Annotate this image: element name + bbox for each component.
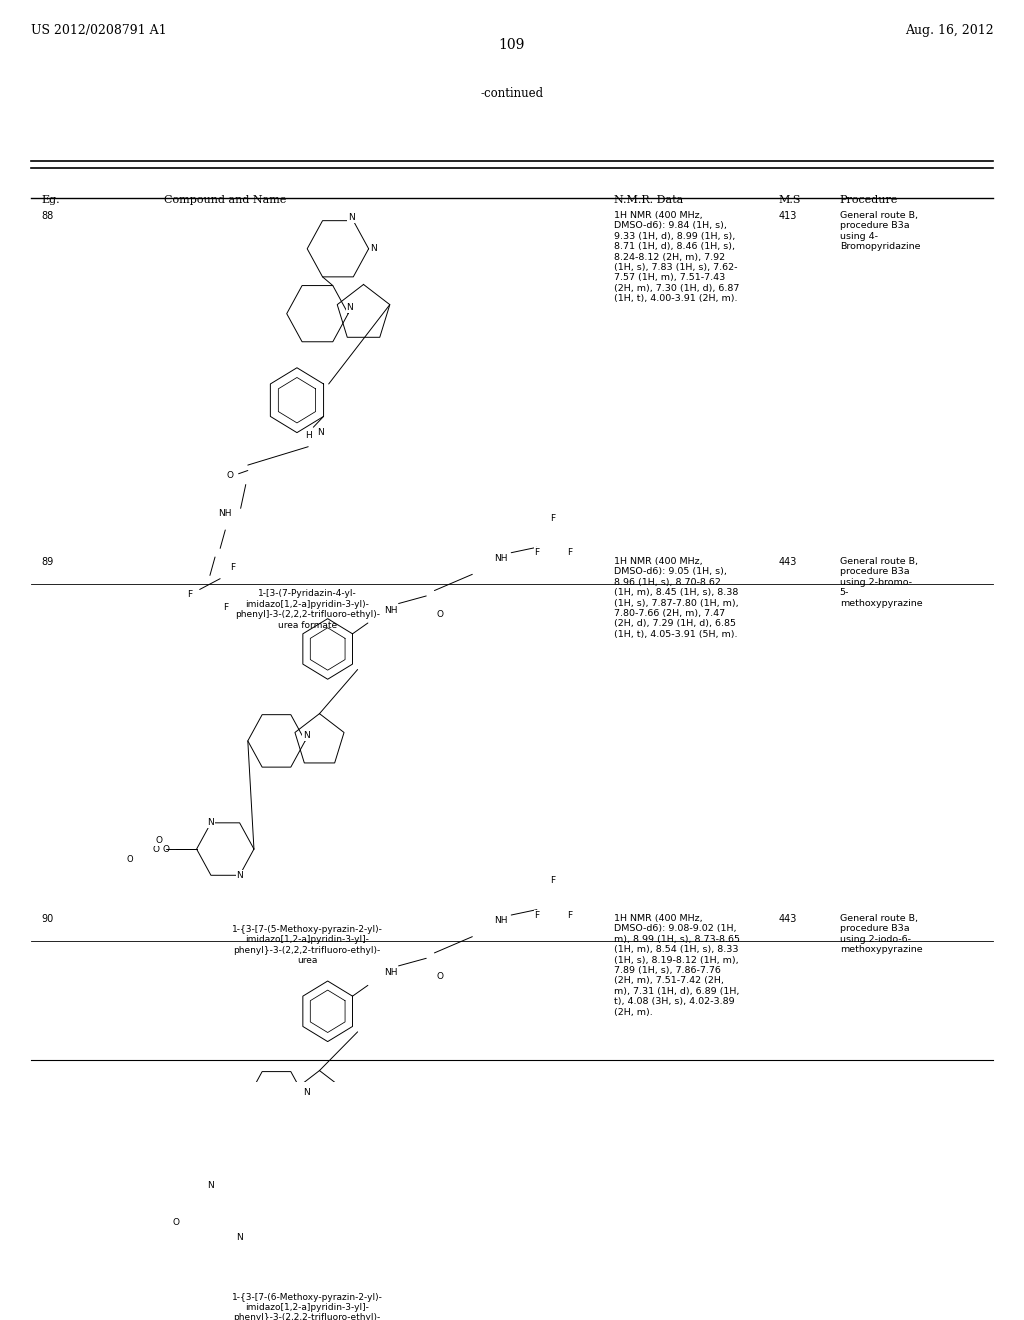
Text: 88: 88 xyxy=(41,211,53,220)
Text: F: F xyxy=(567,548,572,557)
Text: N: N xyxy=(303,731,310,741)
Text: F: F xyxy=(535,548,540,557)
Text: N: N xyxy=(317,428,324,437)
Text: NH: NH xyxy=(384,606,397,615)
Text: NH: NH xyxy=(384,968,397,977)
Text: O: O xyxy=(227,471,233,480)
Text: 1H NMR (400 MHz,
DMSO-d6): 9.05 (1H, s),
8.96 (1H, s), 8.70-8.62
(1H, m), 8.45 (: 1H NMR (400 MHz, DMSO-d6): 9.05 (1H, s),… xyxy=(614,557,739,639)
Text: 1H NMR (400 MHz,
DMSO-d6): 9.08-9.02 (1H,
m), 8.99 (1H, s), 8.73-8.65
(1H, m), 8: 1H NMR (400 MHz, DMSO-d6): 9.08-9.02 (1H… xyxy=(614,913,740,1016)
Text: NH: NH xyxy=(218,510,232,519)
Text: 1-{3-[7-(6-Methoxy-pyrazin-2-yl)-
imidazo[1,2-a]pyridin-3-yl]-
phenyl}-3-(2,2,2-: 1-{3-[7-(6-Methoxy-pyrazin-2-yl)- imidaz… xyxy=(231,1292,383,1320)
Text: General route B,
procedure B3a
using 4-
Bromopyridazine: General route B, procedure B3a using 4- … xyxy=(840,211,921,251)
Text: M.S: M.S xyxy=(778,194,801,205)
Text: O: O xyxy=(156,836,162,845)
Text: O: O xyxy=(127,855,133,865)
Text: 1-{3-[7-(5-Methoxy-pyrazin-2-yl)-
imidazo[1,2-a]pyridin-3-yl]-
phenyl}-3-(2,2,2-: 1-{3-[7-(5-Methoxy-pyrazin-2-yl)- imidaz… xyxy=(231,925,383,965)
Text: F: F xyxy=(535,911,540,920)
Text: N: N xyxy=(346,304,353,313)
Text: F: F xyxy=(567,911,572,920)
Text: -continued: -continued xyxy=(480,87,544,99)
Text: N: N xyxy=(237,871,243,880)
Text: US 2012/0208791 A1: US 2012/0208791 A1 xyxy=(31,24,166,37)
Text: O: O xyxy=(163,845,169,854)
Text: NH: NH xyxy=(495,916,508,925)
Text: N: N xyxy=(208,818,214,828)
Text: 90: 90 xyxy=(41,913,53,924)
Text: N: N xyxy=(208,1180,214,1189)
Text: F: F xyxy=(229,564,236,573)
Text: O: O xyxy=(172,1218,179,1226)
Text: General route B,
procedure B3a
using 2-iodo-6-
methoxypyrazine: General route B, procedure B3a using 2-i… xyxy=(840,913,923,954)
Text: 1-[3-(7-Pyridazin-4-yl-
imidazo[1,2-a]pyridin-3-yl)-
phenyl]-3-(2,2,2-trifluoro-: 1-[3-(7-Pyridazin-4-yl- imidazo[1,2-a]py… xyxy=(234,590,380,630)
Text: O: O xyxy=(436,973,443,981)
Text: O: O xyxy=(436,610,443,619)
Text: N: N xyxy=(237,1233,243,1242)
Text: O: O xyxy=(153,845,159,854)
Text: 413: 413 xyxy=(778,211,797,220)
Text: F: F xyxy=(550,876,555,884)
Text: N: N xyxy=(371,244,377,253)
Text: Eg.: Eg. xyxy=(41,194,59,205)
Text: Compound and Name: Compound and Name xyxy=(164,194,287,205)
Text: 443: 443 xyxy=(778,557,797,568)
Text: 1H NMR (400 MHz,
DMSO-d6): 9.84 (1H, s),
9.33 (1H, d), 8.99 (1H, s),
8.71 (1H, d: 1H NMR (400 MHz, DMSO-d6): 9.84 (1H, s),… xyxy=(614,211,739,304)
Text: 89: 89 xyxy=(41,557,53,568)
Text: H: H xyxy=(305,432,311,441)
Text: 443: 443 xyxy=(778,913,797,924)
Text: N: N xyxy=(348,213,354,222)
Text: N.M.R. Data: N.M.R. Data xyxy=(614,194,684,205)
Text: NH: NH xyxy=(495,553,508,562)
Text: F: F xyxy=(222,603,228,612)
Text: 109: 109 xyxy=(499,38,525,51)
Text: N: N xyxy=(303,1088,310,1097)
Text: F: F xyxy=(550,513,555,523)
Text: Aug. 16, 2012: Aug. 16, 2012 xyxy=(904,24,993,37)
Text: F: F xyxy=(186,590,193,599)
Text: General route B,
procedure B3a
using 2-bromo-
5-
methoxypyrazine: General route B, procedure B3a using 2-b… xyxy=(840,557,923,607)
Text: Procedure: Procedure xyxy=(840,194,898,205)
